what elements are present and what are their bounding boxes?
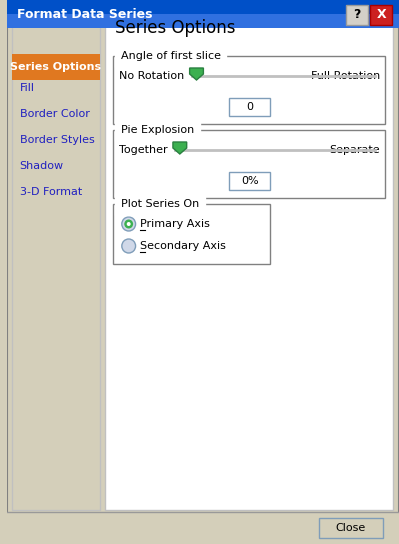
Bar (346, 5, 367, 25)
Text: Secondary Axis: Secondary Axis (140, 241, 226, 251)
Polygon shape (173, 142, 187, 154)
Text: Primary Axis: Primary Axis (140, 219, 210, 229)
Text: ?: ? (353, 8, 360, 21)
Circle shape (122, 217, 136, 231)
Text: Full Rotation: Full Rotation (311, 71, 380, 81)
Circle shape (124, 219, 133, 228)
Text: Fill: Fill (20, 83, 35, 93)
Text: Close: Close (336, 523, 366, 533)
Bar (12, 6, 100, 510)
Bar (105, 6, 393, 510)
Text: Shadow: Shadow (20, 161, 64, 171)
Bar (229, 172, 270, 190)
Bar (12, 54, 100, 80)
Bar (7, 0, 399, 28)
Text: No Rotation: No Rotation (119, 71, 184, 81)
Bar (371, 5, 392, 25)
Text: Angle of first slice: Angle of first slice (121, 51, 221, 61)
Bar (7, 14, 399, 28)
Text: 0%: 0% (241, 176, 259, 186)
Text: Plot Series On: Plot Series On (121, 199, 199, 209)
Text: X: X (377, 8, 386, 21)
Text: Border Color: Border Color (20, 109, 89, 119)
Text: Separate: Separate (330, 145, 380, 155)
Bar (113, 204, 270, 264)
Text: Format Data Series: Format Data Series (17, 8, 152, 21)
Bar (7, 512, 399, 544)
Text: Series Options: Series Options (115, 19, 235, 37)
Bar (229, 98, 270, 116)
Text: Pie Explosion: Pie Explosion (121, 125, 194, 135)
Text: 3-D Format: 3-D Format (20, 187, 82, 197)
Text: Together: Together (119, 145, 168, 155)
Bar (113, 56, 385, 124)
Text: 0: 0 (246, 102, 253, 112)
Circle shape (127, 222, 130, 226)
Bar (319, 518, 383, 538)
Text: Series Options: Series Options (10, 62, 101, 72)
Circle shape (122, 239, 136, 253)
Bar (113, 130, 385, 198)
Text: Border Styles: Border Styles (20, 135, 94, 145)
Polygon shape (190, 68, 203, 80)
